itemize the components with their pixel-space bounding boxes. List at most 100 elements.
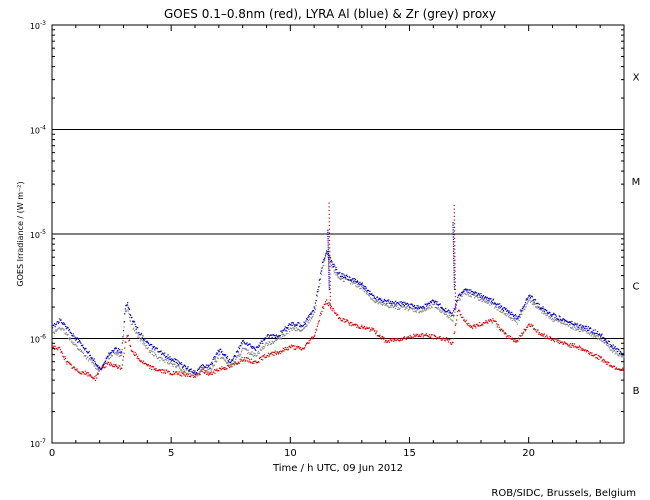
data-point: [262, 354, 264, 357]
data-point: [346, 319, 348, 321]
data-point: [566, 343, 569, 346]
data-point: [511, 338, 513, 340]
data-point: [155, 368, 157, 370]
data-point: [97, 372, 99, 374]
data-point: [77, 348, 79, 350]
data-point: [302, 348, 304, 350]
data-point: [259, 356, 261, 358]
data-point: [322, 261, 324, 263]
data-point: [593, 332, 595, 334]
data-point: [250, 358, 253, 360]
data-point: [378, 301, 380, 304]
data-point: [482, 299, 485, 301]
data-point: [428, 302, 430, 305]
data-point: [543, 313, 545, 315]
data-point: [174, 364, 176, 366]
data-point: [186, 367, 189, 369]
data-point: [116, 354, 118, 356]
data-point: [463, 290, 465, 292]
data-point: [505, 313, 507, 315]
data-point: [271, 351, 273, 353]
data-point: [358, 285, 360, 287]
data-point: [82, 371, 84, 373]
data-point: [330, 305, 333, 308]
data-point: [84, 355, 86, 357]
data-point: [430, 336, 432, 338]
data-point: [455, 307, 457, 309]
data-point: [272, 341, 274, 343]
data-point: [77, 370, 79, 372]
data-point: [590, 352, 592, 354]
data-point: [228, 360, 230, 363]
data-point: [237, 350, 239, 352]
data-point: [482, 295, 485, 297]
data-point: [328, 271, 330, 273]
data-point: [378, 302, 380, 304]
data-point: [492, 318, 494, 320]
data-point: [95, 374, 97, 377]
data-point: [586, 332, 588, 334]
data-point: [236, 356, 238, 358]
data-point: [434, 335, 436, 337]
data-point: [100, 367, 103, 370]
data-point: [190, 368, 192, 370]
data-point: [613, 347, 616, 349]
data-point: [279, 350, 281, 353]
data-point: [245, 357, 248, 359]
data-point: [553, 341, 555, 343]
data-point: [133, 354, 136, 356]
data-point: [479, 325, 481, 327]
data-point: [183, 374, 185, 376]
data-point: [285, 329, 287, 332]
data-point: [52, 331, 54, 334]
data-point: [561, 341, 564, 343]
data-point: [87, 351, 90, 354]
data-point: [147, 347, 149, 349]
data-point: [356, 280, 359, 282]
data-point: [372, 327, 374, 330]
data-point: [560, 322, 562, 324]
data-point: [245, 349, 247, 351]
data-point: [178, 361, 180, 363]
data-point: [327, 244, 329, 246]
data-point: [199, 366, 201, 368]
data-point: [413, 333, 415, 335]
data-point: [393, 340, 395, 342]
data-point: [546, 314, 549, 316]
data-point: [238, 355, 241, 357]
data-point: [150, 366, 152, 368]
data-point: [466, 291, 468, 293]
data-point: [263, 346, 266, 348]
data-point: [391, 338, 394, 340]
data-point: [225, 368, 227, 370]
data-point: [453, 307, 455, 310]
data-point: [309, 342, 311, 344]
data-point: [452, 314, 454, 316]
data-point: [297, 322, 300, 324]
data-point: [540, 309, 542, 311]
data-point: [286, 327, 288, 329]
data-point: [70, 331, 72, 334]
data-point: [163, 359, 165, 361]
data-point: [453, 250, 455, 252]
data-point: [154, 368, 156, 370]
data-point: [570, 343, 572, 345]
data-point: [364, 289, 367, 291]
data-point: [129, 344, 131, 347]
data-point: [230, 361, 232, 364]
data-point: [131, 323, 133, 325]
data-point: [86, 358, 88, 360]
data-point: [519, 335, 521, 337]
data-point: [359, 327, 361, 329]
data-point: [413, 308, 416, 310]
data-point: [454, 292, 457, 294]
data-point: [129, 314, 131, 316]
data-point: [396, 338, 399, 340]
data-point: [486, 296, 488, 298]
data-point: [181, 372, 184, 374]
data-point: [427, 335, 429, 337]
data-point: [450, 312, 452, 314]
data-point: [324, 303, 326, 306]
data-point: [220, 367, 222, 370]
data-point: [347, 278, 349, 281]
